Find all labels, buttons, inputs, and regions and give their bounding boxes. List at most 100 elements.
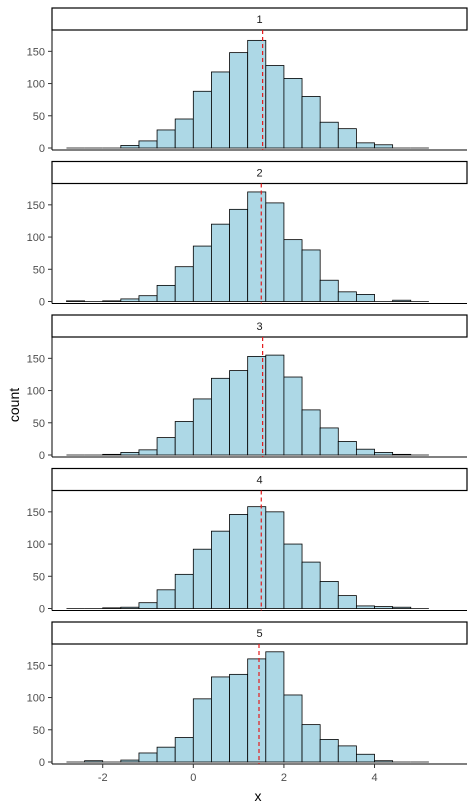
histogram-bar bbox=[102, 453, 122, 456]
x-tick-label: 0 bbox=[190, 772, 196, 784]
histogram-bar bbox=[392, 299, 412, 302]
histogram-bar bbox=[192, 245, 212, 302]
histogram-bar bbox=[283, 239, 303, 302]
histogram-bar bbox=[120, 759, 140, 763]
histogram-bar bbox=[247, 355, 267, 456]
histogram-bar bbox=[174, 737, 194, 763]
histogram-bar bbox=[265, 65, 285, 149]
histogram-bar bbox=[247, 658, 267, 763]
histogram-bar bbox=[120, 606, 140, 609]
histogram-bar bbox=[265, 202, 285, 302]
histogram-bar bbox=[229, 514, 249, 609]
histogram-bar bbox=[211, 71, 230, 149]
histogram-bar bbox=[247, 506, 267, 609]
histogram-bar bbox=[138, 295, 158, 302]
y-axis-title: count bbox=[6, 388, 22, 422]
histogram-bar bbox=[120, 298, 140, 302]
histogram-bar bbox=[229, 370, 249, 456]
histogram-bar bbox=[355, 294, 375, 302]
y-tick-label: 50 bbox=[33, 571, 45, 583]
y-tick-label: 0 bbox=[39, 604, 45, 616]
y-tick-label: 0 bbox=[39, 757, 45, 769]
histogram-bar bbox=[283, 543, 303, 609]
strip-label: 5 bbox=[256, 628, 262, 640]
y-tick-label: 150 bbox=[27, 200, 45, 212]
histogram-bar bbox=[355, 142, 375, 149]
histogram-bar bbox=[374, 760, 394, 763]
histogram-bar bbox=[156, 437, 176, 456]
histogram-bar bbox=[174, 421, 194, 456]
histogram-bar bbox=[174, 118, 194, 149]
y-tick-label: 150 bbox=[27, 46, 45, 58]
histogram-bar bbox=[66, 300, 85, 302]
strip-label: 1 bbox=[256, 14, 262, 26]
histogram-bar bbox=[102, 300, 122, 302]
histogram-bar bbox=[319, 581, 339, 609]
histogram-bar bbox=[229, 673, 249, 763]
histogram-bar bbox=[301, 249, 321, 302]
histogram-bar bbox=[283, 78, 303, 149]
histogram-bar bbox=[138, 752, 158, 763]
strip-box bbox=[51, 467, 468, 492]
y-tick-label: 100 bbox=[27, 539, 45, 551]
histogram-bar bbox=[211, 223, 230, 302]
histogram-bar bbox=[102, 607, 122, 609]
histogram-bar bbox=[229, 52, 249, 149]
histogram-bar bbox=[337, 128, 357, 149]
histogram-bar bbox=[211, 676, 230, 763]
histogram-bar bbox=[156, 589, 176, 609]
histogram-bar bbox=[319, 427, 339, 456]
histogram-bar bbox=[392, 606, 412, 609]
histogram-bar bbox=[355, 448, 375, 456]
y-tick-label: 50 bbox=[33, 111, 45, 123]
y-tick-label: 100 bbox=[27, 79, 45, 91]
strip-label: 2 bbox=[256, 168, 262, 180]
x-tick-label: 4 bbox=[371, 772, 377, 784]
strip-label: 3 bbox=[256, 321, 262, 333]
facet-panel: 2 0 50 100 150 bbox=[27, 160, 468, 309]
histogram-bar bbox=[319, 279, 339, 302]
y-tick-label: 150 bbox=[27, 507, 45, 519]
histogram-bar bbox=[337, 441, 357, 456]
histogram-bar bbox=[138, 140, 158, 149]
histogram-bar bbox=[247, 191, 267, 302]
histogram-bar bbox=[211, 377, 230, 456]
histogram-bar bbox=[156, 284, 176, 302]
histogram-bar bbox=[265, 354, 285, 456]
histogram-bar bbox=[355, 753, 375, 763]
y-tick-label: 50 bbox=[33, 418, 45, 430]
strip-box bbox=[51, 160, 468, 185]
facet-panel: 3 0 50 100 150 bbox=[27, 314, 468, 462]
histogram-bar bbox=[319, 121, 339, 149]
strip-box bbox=[51, 7, 468, 31]
histogram-bar bbox=[120, 145, 140, 149]
y-tick-label: 0 bbox=[39, 143, 45, 155]
histogram-bar bbox=[156, 129, 176, 149]
histogram-bar bbox=[283, 694, 303, 763]
histogram-bar bbox=[174, 573, 194, 609]
histogram-bar bbox=[174, 266, 194, 302]
histogram-bar bbox=[355, 605, 375, 609]
y-tick-label: 150 bbox=[27, 660, 45, 672]
histogram-bar bbox=[192, 90, 212, 149]
histogram-bar bbox=[301, 561, 321, 609]
histogram-bar bbox=[84, 760, 104, 763]
histogram-bar bbox=[301, 724, 321, 763]
histogram-bar bbox=[374, 144, 394, 149]
histogram-bar bbox=[319, 739, 339, 763]
histogram-bar bbox=[120, 452, 140, 456]
y-tick-label: 100 bbox=[27, 693, 45, 705]
y-tick-label: 50 bbox=[33, 725, 45, 737]
histogram-bar bbox=[265, 651, 285, 763]
histogram-bar bbox=[265, 511, 285, 609]
y-tick-label: 0 bbox=[39, 450, 45, 462]
histogram-bar bbox=[374, 606, 394, 609]
strip-box bbox=[51, 314, 468, 338]
y-tick-label: 100 bbox=[27, 232, 45, 244]
histogram-bar bbox=[337, 291, 357, 302]
x-axis-title: x bbox=[255, 788, 262, 804]
strip-label: 4 bbox=[256, 475, 262, 487]
histogram-bar bbox=[211, 530, 230, 609]
